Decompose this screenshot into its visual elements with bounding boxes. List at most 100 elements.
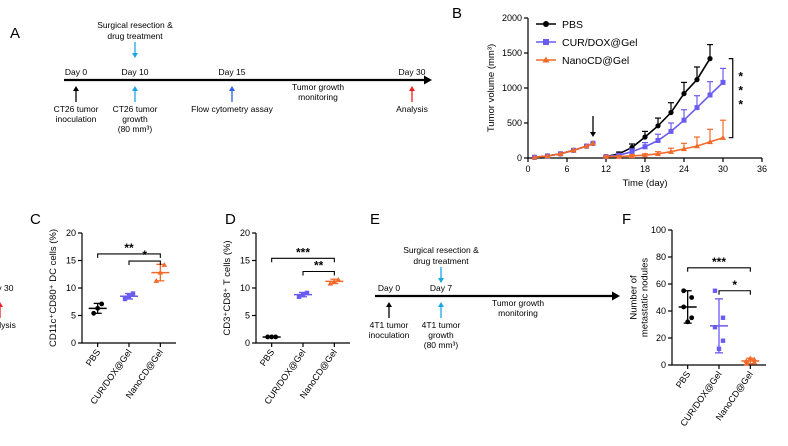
y-tick-label: 5 [71,311,76,321]
timeline-marker-note: Flow cytometry assay [191,104,273,114]
x-tick-label: PBS [84,347,103,367]
timeline-marker-note: growth [122,114,148,124]
timeline-top-note: Surgical resection & [97,20,173,30]
x-tick-label: 18 [640,164,650,174]
data-point [720,338,726,343]
data-point [331,278,338,284]
data-point [642,144,648,150]
data-point [304,290,310,296]
data-point [668,109,674,116]
x-tick-label: PBS [674,369,693,389]
treatment-down-arrow-head [132,53,138,58]
timeline-marker-note: 4T1 tumor [422,320,461,330]
timeline-marker-arrow-head [438,302,444,307]
data-point [153,278,160,283]
timeline-day-label: Day 7 [430,283,452,293]
significance-bracket [687,267,751,272]
data-point [130,291,136,296]
legend-label: CUR/DOX@Gel [562,37,637,49]
timeline-top-note: Surgical resection & [403,245,479,255]
significance-bracket [718,290,751,295]
series-line [606,136,724,158]
y-tick-label: 0 [661,360,666,370]
significance-star: * [738,98,743,112]
data-point [642,152,648,158]
data-point [126,294,132,299]
timeline-marker-note: 4T1 tumor [370,320,409,330]
legend-marker [542,56,550,63]
panel-label-a: A [10,25,20,42]
data-point [751,359,758,365]
timeline-arrowhead [612,291,620,301]
data-point [655,138,661,143]
data-point [99,301,105,307]
timeline-marker-arrow-head [229,86,235,91]
significance-bracket [97,253,161,258]
timeline-marker-note: Analysis [396,104,428,114]
panel-label-d: D [225,211,236,228]
y-axis-label: CD3⁺CD8⁺ T cells (%) [222,240,233,335]
timeline-marker-arrow-head [73,86,79,91]
timeline-day-label: Day 30 [399,67,426,77]
y-tick-label: 0 [71,338,76,348]
data-point [583,143,590,149]
data-point [557,150,564,156]
y-tick-label: 100 [651,225,666,235]
data-point [707,92,713,98]
y-tick-label: 0 [245,338,250,348]
data-point [629,149,635,155]
timeline-day-label: Day 30 [0,283,14,293]
significance-label: ** [314,259,324,273]
panel-label-f: F [622,211,631,228]
y-axis-label: CD11c⁺CD80⁺ DC cells (%) [48,229,59,347]
t-cells-chart: 05101520PBSCUR/DOX@GelNanoCD@GelCD3⁺CD8⁺… [222,228,350,406]
data-point [681,145,687,152]
y-tick-label: 80 [656,252,666,262]
y-tick-label: 20 [240,228,250,238]
surgery-arrow-head [590,132,596,137]
y-tick-label: 0 [517,153,522,163]
data-point [655,150,661,156]
significance-label: * [142,248,147,262]
timeline-marker-arrow-head [386,302,392,307]
y-axis-label: Number of [629,275,640,320]
significance-bracket [271,257,335,263]
data-point [747,355,754,361]
legend-label: NanoCD@Gel [562,55,629,67]
data-point [751,356,758,362]
timeline-marker-note: CT26 tumor [54,104,99,114]
treatment-down-arrow-head [438,278,444,283]
legend-marker [543,39,549,45]
data-point [327,280,334,286]
data-point [629,152,635,159]
timeline-day-label: Day 0 [65,67,87,77]
data-point [91,310,97,316]
data-point [122,296,128,302]
x-axis-label: Time (day) [622,178,667,189]
legend-label: PBS [562,19,583,31]
timeline-marker-note: (80 mm³) [118,124,153,134]
timeline-marker-note: inoculation [56,114,97,124]
timeline-marker-note: inoculation [369,330,410,340]
data-point [642,134,648,140]
data-point [681,117,687,123]
timeline-mid-note: monitoring [498,308,538,318]
legend-marker [543,21,549,27]
timeline-a: Surgical resection &drug treatment Day 0 C… [54,20,432,134]
data-point [743,360,750,366]
data-point [681,304,687,310]
timeline-marker-note: CT26 tumor [113,104,158,114]
data-point [712,325,718,330]
series-line [605,81,724,158]
x-tick-label: 0 [525,164,530,174]
data-point [269,334,275,340]
data-point [685,319,691,325]
data-point [694,105,700,111]
timeline-top-note: drug treatment [107,31,163,41]
data-point [716,346,722,351]
data-point [694,143,700,149]
timeline-e: Surgical resection &drug treatment Day 0 4… [0,245,620,350]
significance-bracket [128,260,161,266]
y-tick-label: 1500 [502,48,522,58]
